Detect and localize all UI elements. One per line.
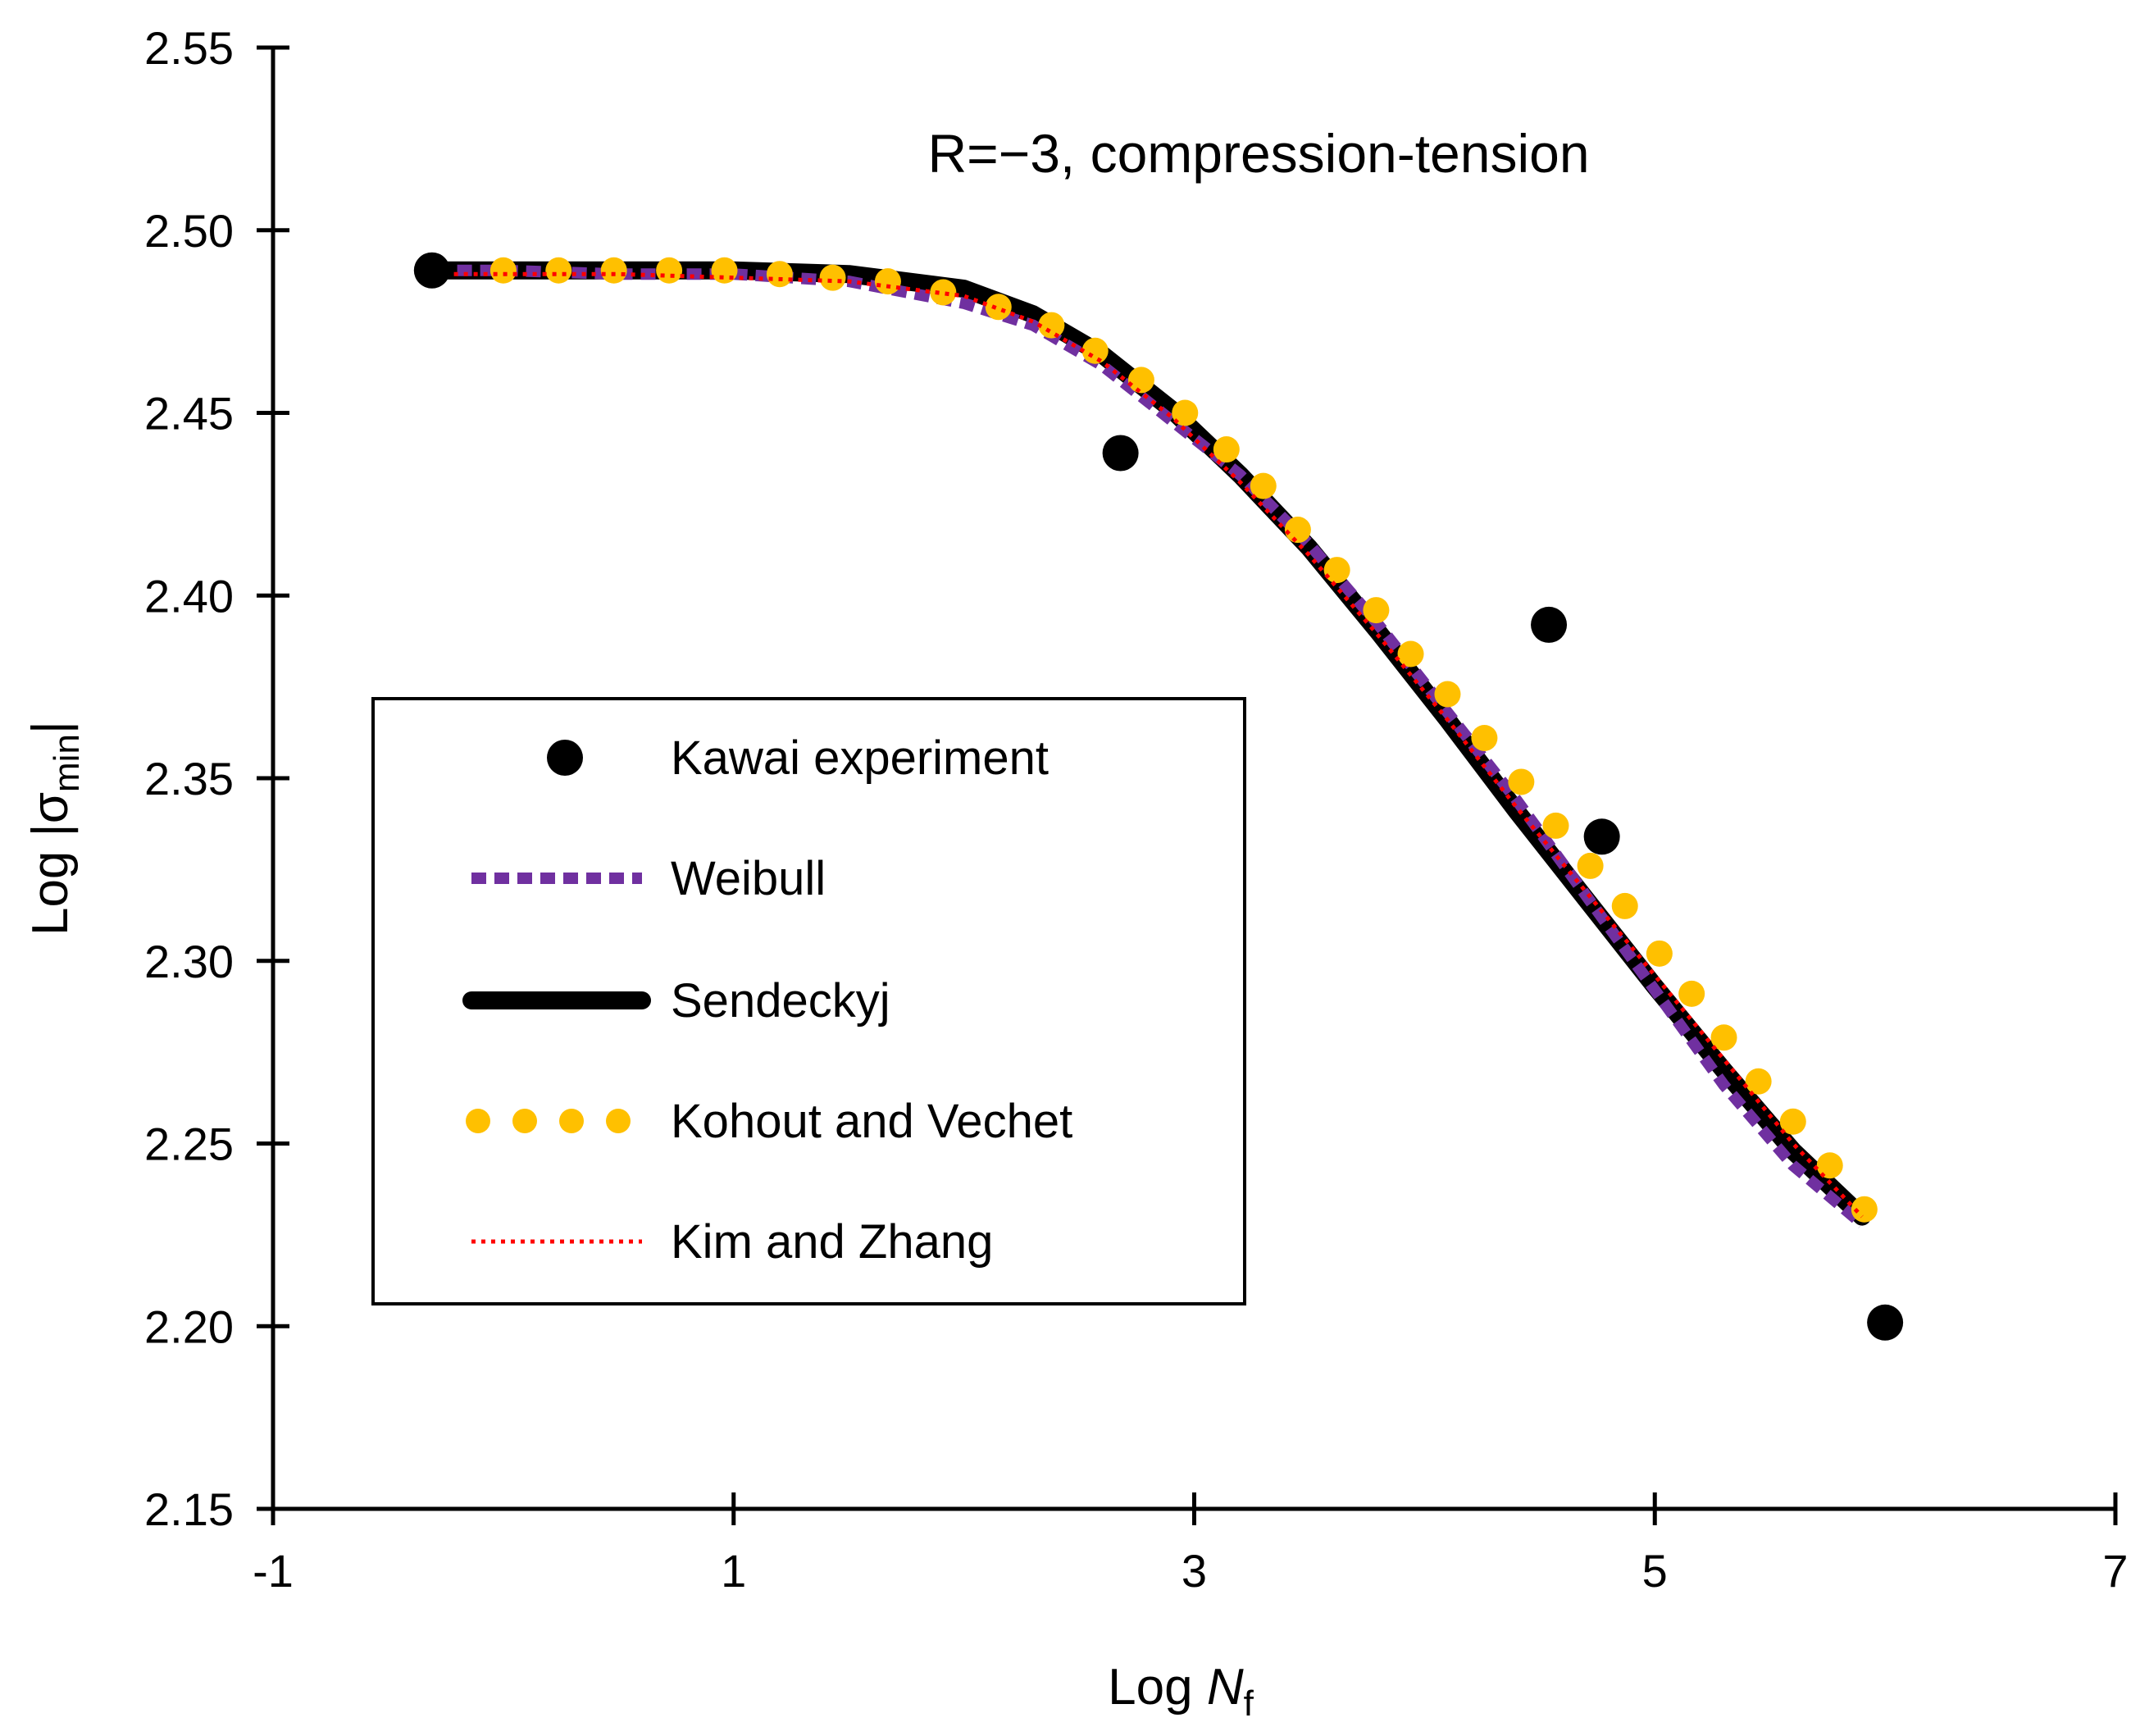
series-kohout-and-vechet-point bbox=[1710, 1024, 1737, 1051]
legend-label: Sendeckyj bbox=[671, 974, 890, 1027]
series-kohout-and-vechet-point bbox=[1577, 852, 1604, 879]
series-kohout-and-vechet-point bbox=[766, 261, 793, 288]
y-tick-label: 2.25 bbox=[144, 1119, 234, 1170]
legend-label: Kawai experiment bbox=[671, 731, 1049, 785]
x-axis-title-subscript: f bbox=[1244, 1684, 1254, 1724]
legend-entry-kawai-experiment: Kawai experiment bbox=[547, 731, 1049, 785]
legend-entry-weibull: Weibull bbox=[471, 852, 826, 905]
legend-symbol bbox=[547, 740, 583, 776]
x-axis-title-symbol: N bbox=[1207, 1659, 1244, 1715]
series-kawai-experiment-point bbox=[1583, 818, 1620, 855]
series-kohout-and-vechet-point bbox=[1038, 312, 1065, 339]
y-tick-label: 2.50 bbox=[144, 205, 234, 257]
series-kawai-experiment-point bbox=[413, 252, 450, 289]
series-kohout-and-vechet-point bbox=[819, 264, 846, 291]
series-kohout-and-vechet-point bbox=[1284, 517, 1311, 544]
x-tick-label: 7 bbox=[2102, 1545, 2128, 1597]
series-kohout-and-vechet-point bbox=[1611, 892, 1638, 919]
y-tick-label: 2.40 bbox=[144, 570, 234, 622]
legend-entry-kim-and-zhang: Kim and Zhang bbox=[471, 1215, 993, 1269]
y-axis-title-prefix: Log |σ bbox=[22, 792, 79, 936]
legend-entries: Kawai experiment Weibull Sendeckyj Kohout a… bbox=[462, 731, 1072, 1269]
legend-entry-kohout-and-vechet: Kohout and Vechet bbox=[466, 1095, 1072, 1148]
series-kohout-and-vechet-point bbox=[489, 257, 517, 284]
legend-symbol bbox=[559, 1109, 584, 1133]
series-kohout-and-vechet-point bbox=[1678, 980, 1705, 1007]
series-kohout-and-vechet-point bbox=[1851, 1196, 1878, 1223]
series-kohout-and-vechet-point bbox=[1213, 436, 1240, 463]
series-kohout-and-vechet-point bbox=[1081, 337, 1109, 364]
legend: Kawai experiment Weibull Sendeckyj Kohout a… bbox=[371, 697, 1246, 1305]
x-axis-title-prefix: Log bbox=[1108, 1659, 1207, 1715]
series-kohout-and-vechet-point bbox=[600, 257, 627, 284]
x-tick-label: 1 bbox=[721, 1545, 746, 1597]
x-axis-title: Log Nf bbox=[1108, 1659, 1254, 1724]
legend-label: Kohout and Vechet bbox=[671, 1095, 1072, 1148]
plot-series bbox=[413, 252, 1904, 1341]
series-kohout-and-vechet-point bbox=[1508, 768, 1535, 795]
series-kim-and-zhang-line bbox=[434, 271, 1864, 1219]
series-kohout-and-vechet-point bbox=[1471, 724, 1498, 751]
series-kohout-and-vechet-point bbox=[1434, 681, 1461, 708]
y-axis-title: Log |σmin| bbox=[22, 721, 87, 936]
series-kohout-and-vechet-point bbox=[1542, 812, 1569, 839]
legend-symbol bbox=[606, 1109, 631, 1133]
series-kawai-experiment-point bbox=[1531, 606, 1568, 643]
legend-symbol bbox=[466, 1109, 490, 1133]
y-axis-ticks: 2.15 2.20 2.25 2.30 2.35 2.40 2.45 2.50 2.55 bbox=[144, 22, 289, 1535]
series-kohout-and-vechet-point bbox=[874, 268, 901, 295]
legend-symbol bbox=[512, 1109, 537, 1133]
series-kohout-and-vechet-point bbox=[1816, 1152, 1843, 1179]
y-tick-label: 2.15 bbox=[144, 1483, 234, 1535]
series-kohout-and-vechet-point bbox=[1172, 399, 1199, 426]
series-kohout-and-vechet-point bbox=[545, 257, 572, 284]
series-kohout-and-vechet-point bbox=[1323, 557, 1350, 584]
series-kohout-and-vechet-point bbox=[656, 257, 683, 284]
y-tick-label: 2.55 bbox=[144, 22, 234, 74]
chart-annotation: R=−3, compression-tension bbox=[927, 123, 1589, 184]
series-kohout-and-vechet-point bbox=[1363, 597, 1390, 624]
series-kohout-and-vechet-point bbox=[1127, 367, 1154, 394]
x-tick-label: -1 bbox=[253, 1545, 294, 1597]
series-kohout-and-vechet-point bbox=[711, 257, 738, 284]
series-kawai-experiment-point bbox=[1102, 435, 1139, 472]
y-tick-label: 2.30 bbox=[144, 936, 234, 987]
y-tick-label: 2.45 bbox=[144, 388, 234, 440]
y-axis-title-subscript: min bbox=[47, 734, 87, 792]
series-kohout-and-vechet-point bbox=[985, 294, 1012, 321]
legend-label: Kim and Zhang bbox=[671, 1215, 993, 1269]
series-kohout-and-vechet-point bbox=[1745, 1068, 1772, 1095]
series-kawai-experiment-point bbox=[1867, 1304, 1904, 1341]
y-tick-label: 2.20 bbox=[144, 1301, 234, 1352]
series-kohout-and-vechet-point bbox=[1646, 940, 1673, 967]
y-axis-title-suffix: | bbox=[22, 721, 79, 734]
y-tick-label: 2.35 bbox=[144, 753, 234, 804]
legend-entry-sendeckyj: Sendeckyj bbox=[462, 974, 890, 1027]
x-tick-label: 3 bbox=[1182, 1545, 1207, 1597]
series-kohout-and-vechet-point bbox=[1250, 472, 1277, 499]
series-kohout-and-vechet-point bbox=[930, 279, 957, 306]
series-kohout-and-vechet-point bbox=[1779, 1108, 1806, 1135]
x-tick-label: 5 bbox=[1642, 1545, 1668, 1597]
series-kohout-and-vechet-point bbox=[1397, 640, 1424, 668]
x-axis-ticks: -1 1 3 5 7 bbox=[253, 1492, 2129, 1597]
legend-label: Weibull bbox=[671, 852, 826, 905]
